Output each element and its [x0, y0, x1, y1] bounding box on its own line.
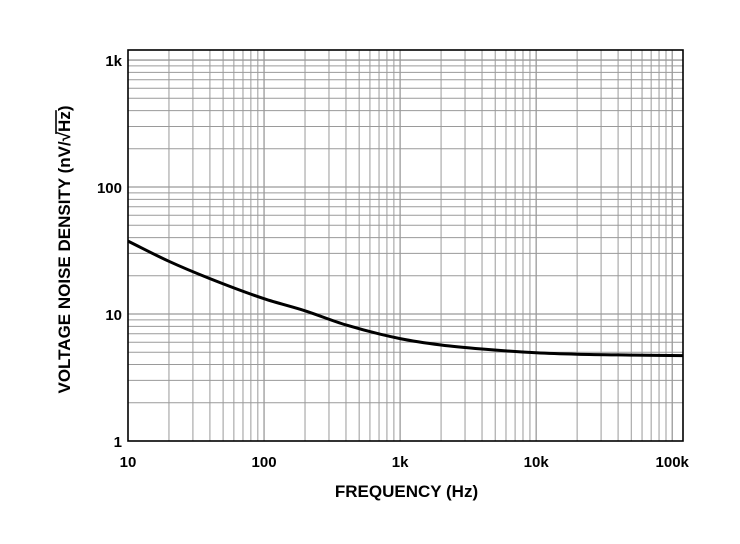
- noise-curve: [127, 239, 684, 358]
- svg-text:VOLTAGE NOISE DENSITY (nV/√Hz): VOLTAGE NOISE DENSITY (nV/√Hz): [55, 106, 74, 394]
- x-tick-label: 10: [120, 454, 137, 471]
- y-axis-title-radicand: Hz: [55, 111, 74, 132]
- x-tick-label: 10k: [524, 454, 550, 471]
- x-tick-label: 100: [252, 454, 277, 471]
- y-tick-label: 1: [114, 434, 122, 451]
- series-group: [127, 239, 684, 358]
- x-axis-title: FREQUENCY (Hz): [335, 482, 478, 501]
- y-axis-title-close: ): [55, 106, 74, 112]
- x-tick-label: 100k: [656, 454, 690, 471]
- y-tick-label: 10: [105, 307, 122, 324]
- y-tick-label: 1k: [105, 53, 122, 70]
- plot-frame: [127, 49, 684, 442]
- grid: [128, 50, 683, 441]
- x-tick-label: 1k: [392, 454, 409, 471]
- y-tick-label: 100: [97, 180, 122, 197]
- y-axis-title: VOLTAGE NOISE DENSITY (nV/√Hz): [55, 106, 74, 394]
- y-axis-title-main: VOLTAGE NOISE DENSITY (nV/: [55, 141, 74, 393]
- y-axis-title-radical: √: [55, 131, 74, 141]
- tick-labels: 10 100 1k 10k 100k 1 10 100 1k: [97, 53, 690, 471]
